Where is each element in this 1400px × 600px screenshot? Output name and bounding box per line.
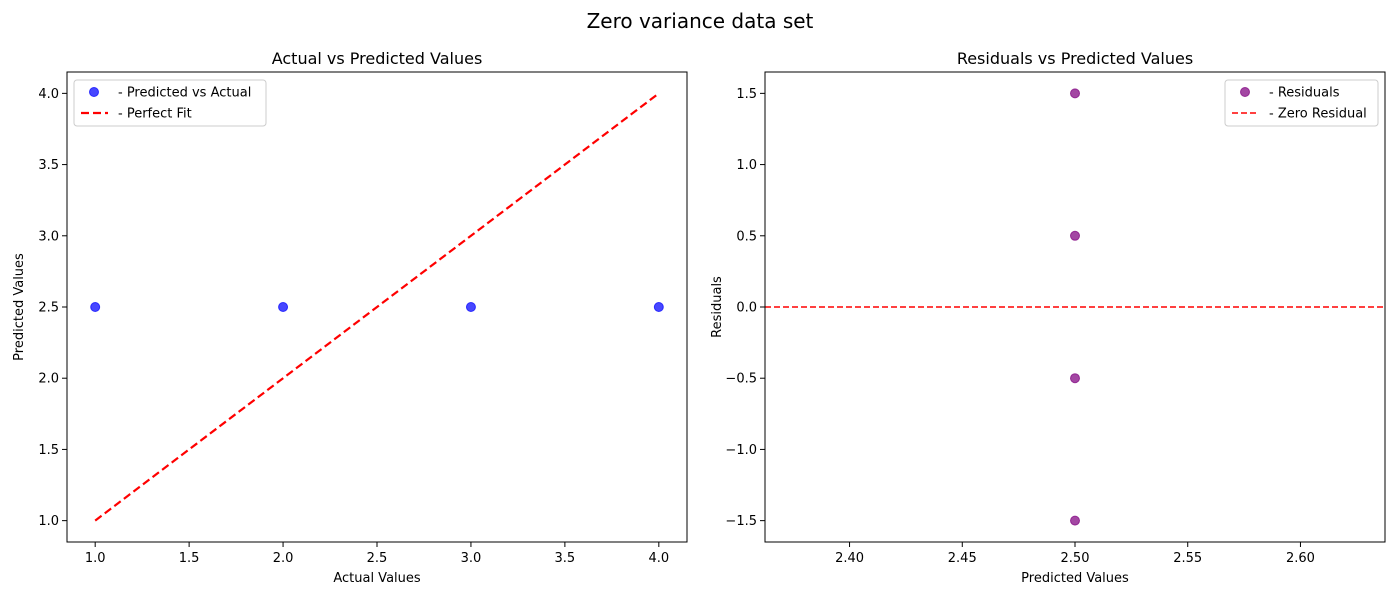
x-tick-label: 2.55 — [1173, 551, 1202, 566]
data-point — [653, 302, 664, 312]
y-tick-label: 1.5 — [38, 443, 59, 458]
y-tick-label: 3.0 — [38, 229, 59, 244]
x-tick-label: 2.50 — [1061, 551, 1090, 566]
x-tick-label: 1.5 — [179, 551, 200, 566]
y-tick-label: −1.5 — [725, 514, 757, 529]
x-tick-label: 4.0 — [648, 551, 669, 566]
y-tick-label: 0.0 — [736, 301, 757, 316]
x-tick-label: 2.5 — [367, 551, 388, 566]
legend-item: - Perfect Fit — [81, 107, 192, 122]
x-tick-label: 3.5 — [555, 551, 576, 566]
x-tick-label: 2.0 — [273, 551, 294, 566]
x-tick-label: 2.45 — [948, 551, 977, 566]
y-tick-label: 3.5 — [38, 158, 59, 173]
data-point — [1070, 515, 1080, 526]
chart-title: Residuals vs Predicted Values — [957, 49, 1193, 68]
y-tick-label: 1.0 — [38, 514, 59, 529]
legend-marker — [1240, 87, 1250, 97]
legend-marker — [89, 87, 99, 97]
data-point — [1070, 88, 1080, 99]
y-tick-label: −0.5 — [725, 372, 757, 387]
data-point — [465, 302, 476, 312]
y-tick-label: 2.5 — [38, 301, 59, 316]
legend-label: - Residuals — [1269, 86, 1340, 101]
legend: - Residuals - Zero Residual — [1224, 79, 1379, 127]
y-axis-label: Predicted Values — [12, 253, 27, 361]
chart-title: Actual vs Predicted Values — [272, 49, 483, 68]
perfect-fit-line — [94, 92, 660, 522]
y-tick-label: 2.0 — [38, 372, 59, 387]
plot-area — [90, 92, 664, 522]
x-tick-label: 2.40 — [835, 551, 864, 566]
y-tick-label: 4.0 — [38, 87, 59, 102]
data-point — [1070, 373, 1080, 384]
x-axis-label: Actual Values — [333, 571, 421, 586]
y-tick-label: 1.0 — [736, 158, 757, 173]
legend-item: - Residuals — [1240, 86, 1340, 101]
x-tick-label: 1.0 — [85, 551, 106, 566]
plot-area — [765, 88, 1385, 526]
figure-title: Zero variance data set — [587, 9, 814, 33]
legend-label: - Zero Residual — [1269, 107, 1367, 122]
chart-residuals-vs-predicted: Residuals vs Predicted Values 2.40 2.45 2.5… — [710, 49, 1386, 586]
chart-actual-vs-predicted: Actual vs Predicted Values 1.0 1.5 2.0 2.5 3.… — [12, 49, 688, 586]
data-point — [1070, 230, 1080, 241]
x-tick-label: 2.60 — [1286, 551, 1315, 566]
y-axis-label: Residuals — [710, 276, 725, 338]
legend-label: - Perfect Fit — [118, 107, 192, 122]
legend-item: - Predicted vs Actual — [89, 86, 251, 101]
data-point — [278, 302, 289, 312]
y-tick-label: 1.5 — [736, 87, 757, 102]
x-tick-label: 3.0 — [461, 551, 482, 566]
y-tick-label: −1.0 — [725, 443, 757, 458]
y-tick-label: 0.5 — [736, 229, 757, 244]
legend-label: - Predicted vs Actual — [118, 86, 251, 101]
legend-item: - Zero Residual — [1232, 107, 1367, 122]
x-axis-label: Predicted Values — [1021, 571, 1129, 586]
data-point — [90, 302, 101, 312]
legend: - Predicted vs Actual - Perfect Fit — [73, 79, 267, 127]
